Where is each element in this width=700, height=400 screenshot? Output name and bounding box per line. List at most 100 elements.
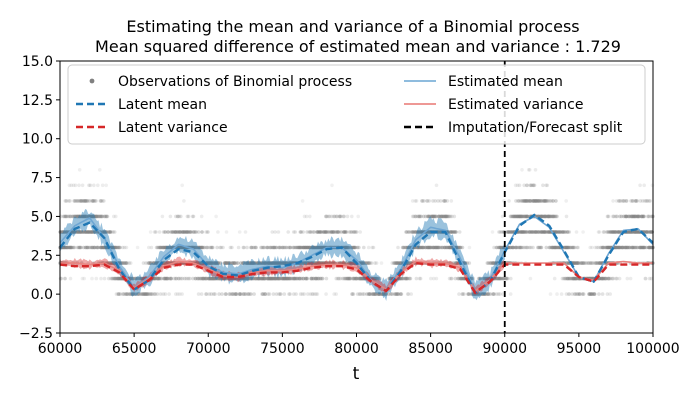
observation-point <box>606 276 611 281</box>
observation-point <box>304 214 309 219</box>
observation-point <box>633 230 638 234</box>
observation-point <box>334 214 339 219</box>
observation-point <box>272 276 277 281</box>
observation-point <box>496 276 501 281</box>
observation-point <box>142 292 146 296</box>
observation-point <box>524 230 528 234</box>
observation-point <box>606 245 610 250</box>
observation-point <box>62 214 67 219</box>
observation-point <box>298 276 302 281</box>
observation-point <box>176 230 180 234</box>
observation-point <box>114 292 119 296</box>
observation-point <box>83 214 87 219</box>
observation-point <box>212 261 216 265</box>
observation-point <box>480 292 485 296</box>
observation-point <box>565 245 569 250</box>
observation-point <box>358 276 362 281</box>
observation-point <box>121 292 125 296</box>
observation-point <box>303 245 307 250</box>
observation-point <box>432 245 437 250</box>
observation-point <box>638 245 642 250</box>
observation-point <box>305 230 309 234</box>
observation-point <box>414 199 419 203</box>
observation-point <box>151 261 156 265</box>
observation-point <box>244 261 249 265</box>
observation-point <box>433 214 438 219</box>
observation-point <box>271 245 276 250</box>
observation-point <box>536 199 541 203</box>
observation-point <box>494 292 499 296</box>
observation-point <box>286 276 291 281</box>
observation-point <box>491 261 495 265</box>
observation-point <box>166 230 171 234</box>
observation-point <box>273 276 277 281</box>
observation-point <box>264 261 269 265</box>
observation-point <box>397 276 402 281</box>
observation-point <box>510 214 515 219</box>
observation-point <box>421 245 425 250</box>
observation-point <box>312 245 316 250</box>
observation-point <box>253 245 258 250</box>
observation-point <box>618 199 622 203</box>
observation-point <box>92 199 96 203</box>
observation-point <box>631 214 636 219</box>
observation-point <box>491 292 496 296</box>
observation-point <box>216 261 220 265</box>
observation-point <box>510 245 515 250</box>
observation-point <box>520 214 525 219</box>
observation-point <box>408 276 413 281</box>
x-tick-label: 95000 <box>557 341 602 357</box>
observation-point <box>239 276 244 281</box>
observation-point <box>263 261 268 265</box>
observation-point <box>207 292 212 296</box>
observation-point <box>115 276 120 281</box>
observation-point <box>256 261 260 265</box>
observation-point <box>581 261 586 265</box>
observation-point <box>524 214 529 219</box>
observation-point <box>404 230 408 234</box>
observation-point <box>277 245 281 250</box>
observation-point <box>269 261 274 265</box>
observation-point <box>124 245 129 250</box>
observation-point <box>243 292 247 296</box>
observation-point <box>374 261 379 265</box>
observation-point <box>388 276 393 281</box>
observation-point <box>68 276 73 281</box>
observation-point <box>498 292 502 296</box>
observation-point <box>269 276 273 281</box>
observation-point <box>360 276 365 281</box>
observation-point <box>77 245 81 250</box>
observation-point <box>165 245 169 250</box>
observation-point <box>104 214 109 219</box>
observation-point <box>267 292 272 296</box>
legend-item: Latent mean <box>76 97 207 113</box>
observation-point <box>469 292 474 296</box>
observation-point <box>211 276 215 281</box>
observation-point <box>364 261 369 265</box>
observation-point <box>133 276 137 281</box>
observation-point <box>498 245 503 250</box>
observation-point <box>169 276 174 281</box>
observation-point <box>569 245 573 250</box>
observation-point <box>90 245 95 250</box>
observation-point <box>505 230 509 234</box>
observation-point <box>358 292 363 296</box>
observation-point <box>401 245 406 250</box>
observation-point <box>547 245 552 250</box>
observation-point <box>314 261 318 265</box>
observation-point <box>81 199 86 203</box>
observation-point <box>324 292 328 296</box>
observation-point <box>278 245 283 250</box>
observation-point <box>575 261 580 265</box>
observation-point <box>90 276 94 281</box>
observation-point <box>441 214 446 219</box>
observation-point <box>439 214 444 219</box>
observation-point <box>524 245 529 250</box>
observation-point <box>207 276 212 281</box>
observation-point <box>493 276 497 281</box>
observation-point <box>354 230 359 234</box>
observation-point <box>85 245 90 250</box>
observation-point <box>426 214 431 219</box>
observation-point <box>398 276 402 281</box>
observation-point <box>638 199 643 203</box>
